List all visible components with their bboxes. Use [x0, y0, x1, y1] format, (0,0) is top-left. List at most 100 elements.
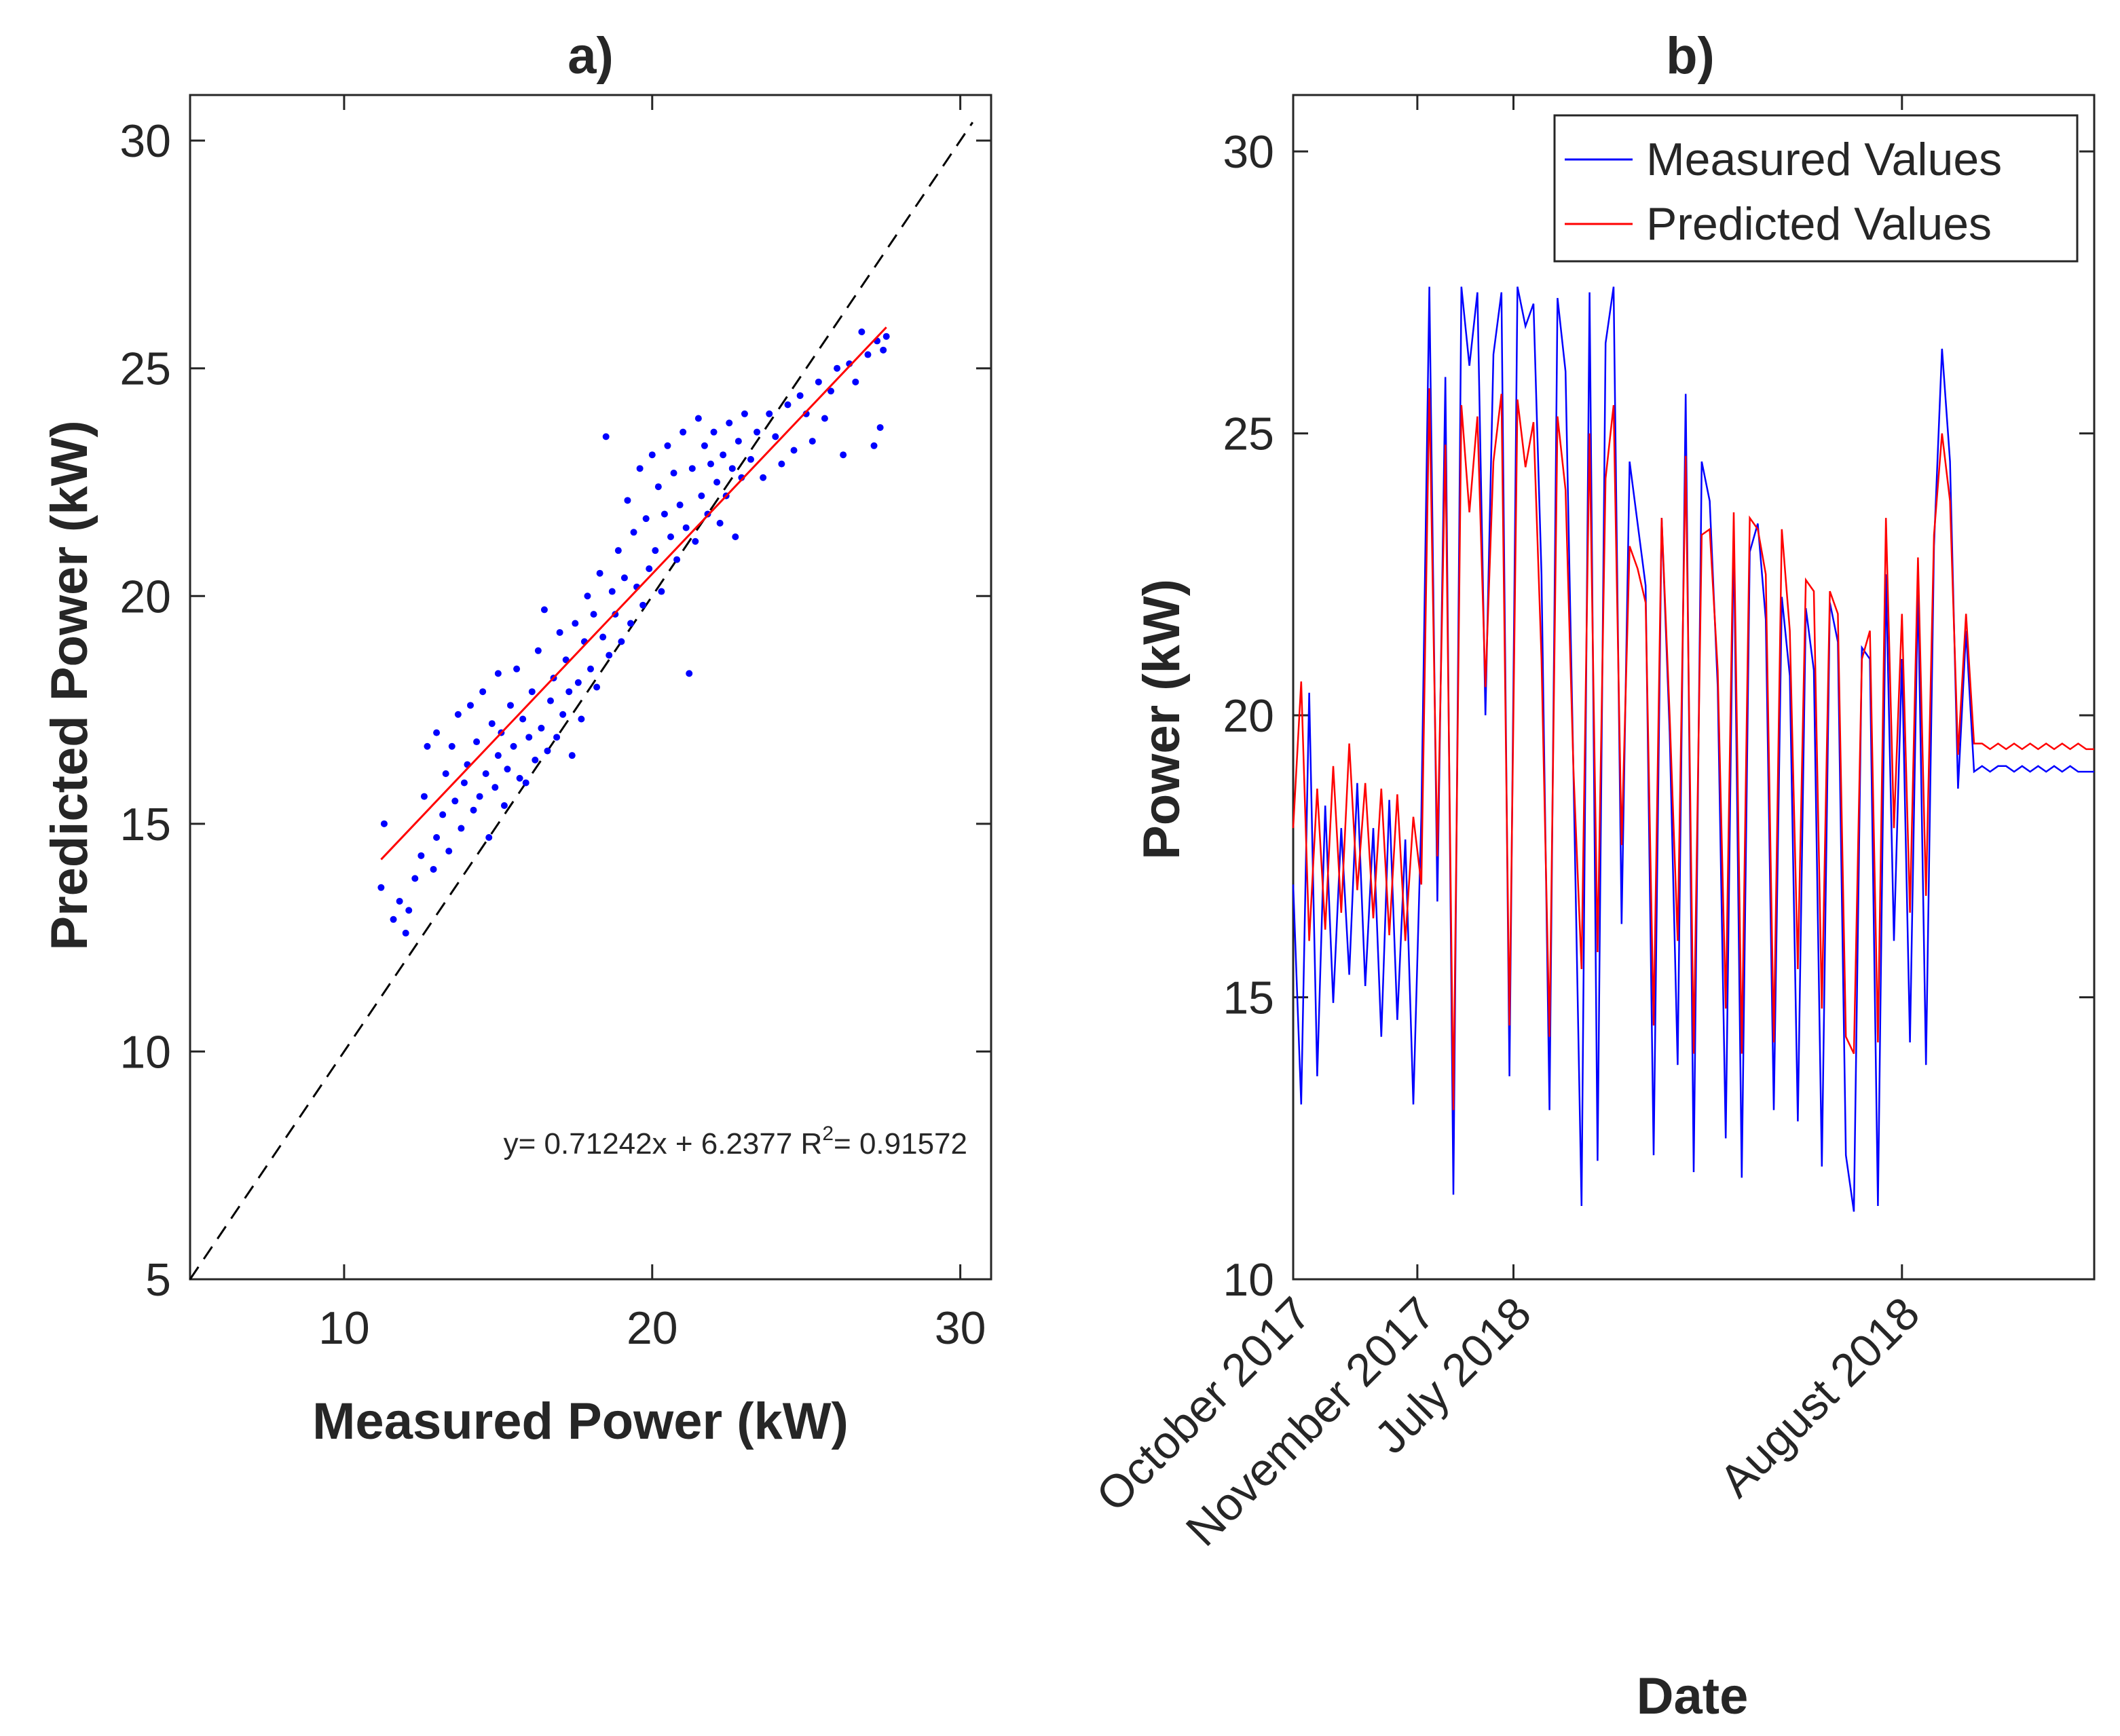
scatter-point	[639, 601, 647, 609]
scatter-point	[680, 428, 687, 436]
scatter-point	[593, 683, 601, 691]
scatter-point	[405, 907, 413, 914]
scatter-point	[445, 848, 453, 855]
scatter-point	[470, 806, 477, 814]
panel-b-x-axis-label: Date	[1637, 1667, 1749, 1725]
scatter-point	[720, 451, 727, 459]
series-predicted-line	[1292, 388, 2094, 1110]
scatter-point	[424, 742, 431, 750]
scatter-point	[618, 638, 625, 645]
scatter-point	[732, 533, 739, 541]
legend-box	[1553, 114, 2079, 263]
x-tick-label: August 2018	[1710, 1287, 1930, 1507]
scatter-point	[500, 802, 508, 809]
scatter-point	[834, 364, 841, 372]
scatter-point	[396, 897, 403, 905]
scatter-point	[796, 392, 804, 399]
scatter-point	[688, 465, 696, 472]
scatter-point	[741, 410, 748, 417]
x-tick-label: 10	[318, 1302, 370, 1354]
scatter-point	[532, 756, 539, 763]
y-tick-label: 15	[119, 799, 171, 850]
x-tick-label: 30	[935, 1302, 986, 1354]
scatter-point	[840, 451, 847, 459]
scatter-point	[556, 628, 563, 636]
equation-r2: = 0.91572	[834, 1127, 967, 1161]
scatter-point	[525, 734, 533, 741]
scatter-point	[734, 438, 742, 445]
scatter-point	[507, 702, 514, 709]
scatter-point	[698, 492, 705, 499]
panel-b-y-axis-label: Power (kW)	[1133, 579, 1191, 860]
legend: Measured Values Predicted Values	[1553, 114, 2079, 263]
scatter-point	[772, 433, 779, 440]
scatter-point	[448, 742, 455, 750]
scatter-point	[510, 742, 517, 750]
scatter-point	[827, 388, 834, 395]
scatter-point	[411, 875, 419, 882]
scatter-point	[682, 524, 690, 531]
scatter-point	[442, 770, 449, 778]
scatter-point	[488, 720, 496, 728]
scatter-point	[565, 688, 573, 696]
panel-a-y-axis-label: Predicted Power (kW)	[41, 420, 98, 950]
scatter-point	[377, 884, 385, 891]
scatter-point	[596, 569, 603, 577]
scatter-point	[766, 410, 773, 417]
scatter-point	[808, 438, 816, 445]
scatter-point	[858, 328, 866, 335]
scatter-point	[815, 378, 822, 385]
scatter-point	[686, 670, 693, 677]
legend-predicted-label: Predicted Values	[1646, 198, 1992, 250]
scatter-point	[692, 537, 699, 545]
scatter-point	[547, 697, 554, 704]
scatter-point	[451, 797, 459, 805]
scatter-point	[778, 460, 785, 468]
scatter-point	[713, 478, 721, 486]
scatter-point	[433, 729, 441, 736]
panel-a-x-axis-label: Measured Power (kW)	[312, 1393, 849, 1450]
scatter-point	[876, 423, 884, 431]
scatter-point	[460, 779, 468, 787]
scatter-point	[664, 442, 671, 449]
scatter-point	[467, 702, 474, 709]
scatter-point	[476, 793, 483, 800]
scatter-point	[710, 428, 718, 436]
x-tick-label: October 2017	[1086, 1287, 1320, 1522]
scatter-point	[568, 752, 576, 759]
scatter-point	[473, 738, 481, 746]
scatter-point	[380, 820, 388, 827]
scatter-point	[747, 455, 754, 463]
scatter-point	[882, 333, 890, 340]
scatter-point	[652, 547, 659, 554]
scatter-point	[654, 483, 662, 491]
scatter-point	[417, 852, 425, 859]
scatter-point	[606, 652, 613, 659]
panel-a-title: a)	[568, 27, 614, 85]
scatter-point	[760, 474, 767, 481]
scatter-point	[602, 433, 610, 440]
scatter-point	[630, 529, 637, 536]
scatter-point	[578, 715, 585, 723]
scatter-point	[522, 779, 529, 787]
y-tick-label: 20	[1223, 690, 1274, 742]
scatter-point	[870, 442, 878, 449]
scatter-point	[553, 734, 561, 741]
scatter-point	[627, 620, 634, 627]
scatter-point	[670, 470, 677, 477]
scatter-point	[482, 770, 489, 778]
scatter-point	[504, 766, 511, 773]
scatter-point	[636, 465, 644, 472]
scatter-point	[513, 665, 521, 673]
scatter-point	[572, 620, 579, 627]
scatter-point	[754, 428, 761, 436]
scatter-point	[676, 502, 684, 509]
scatter-point	[661, 510, 668, 518]
scatter-point	[430, 865, 437, 873]
panel-a-fit-line	[380, 326, 887, 861]
equation-main: y= 0.71242x + 6.2377 R	[504, 1127, 823, 1161]
scatter-point	[590, 611, 597, 618]
y-tick-label: 10	[119, 1026, 171, 1078]
panel-a-points	[377, 328, 890, 937]
